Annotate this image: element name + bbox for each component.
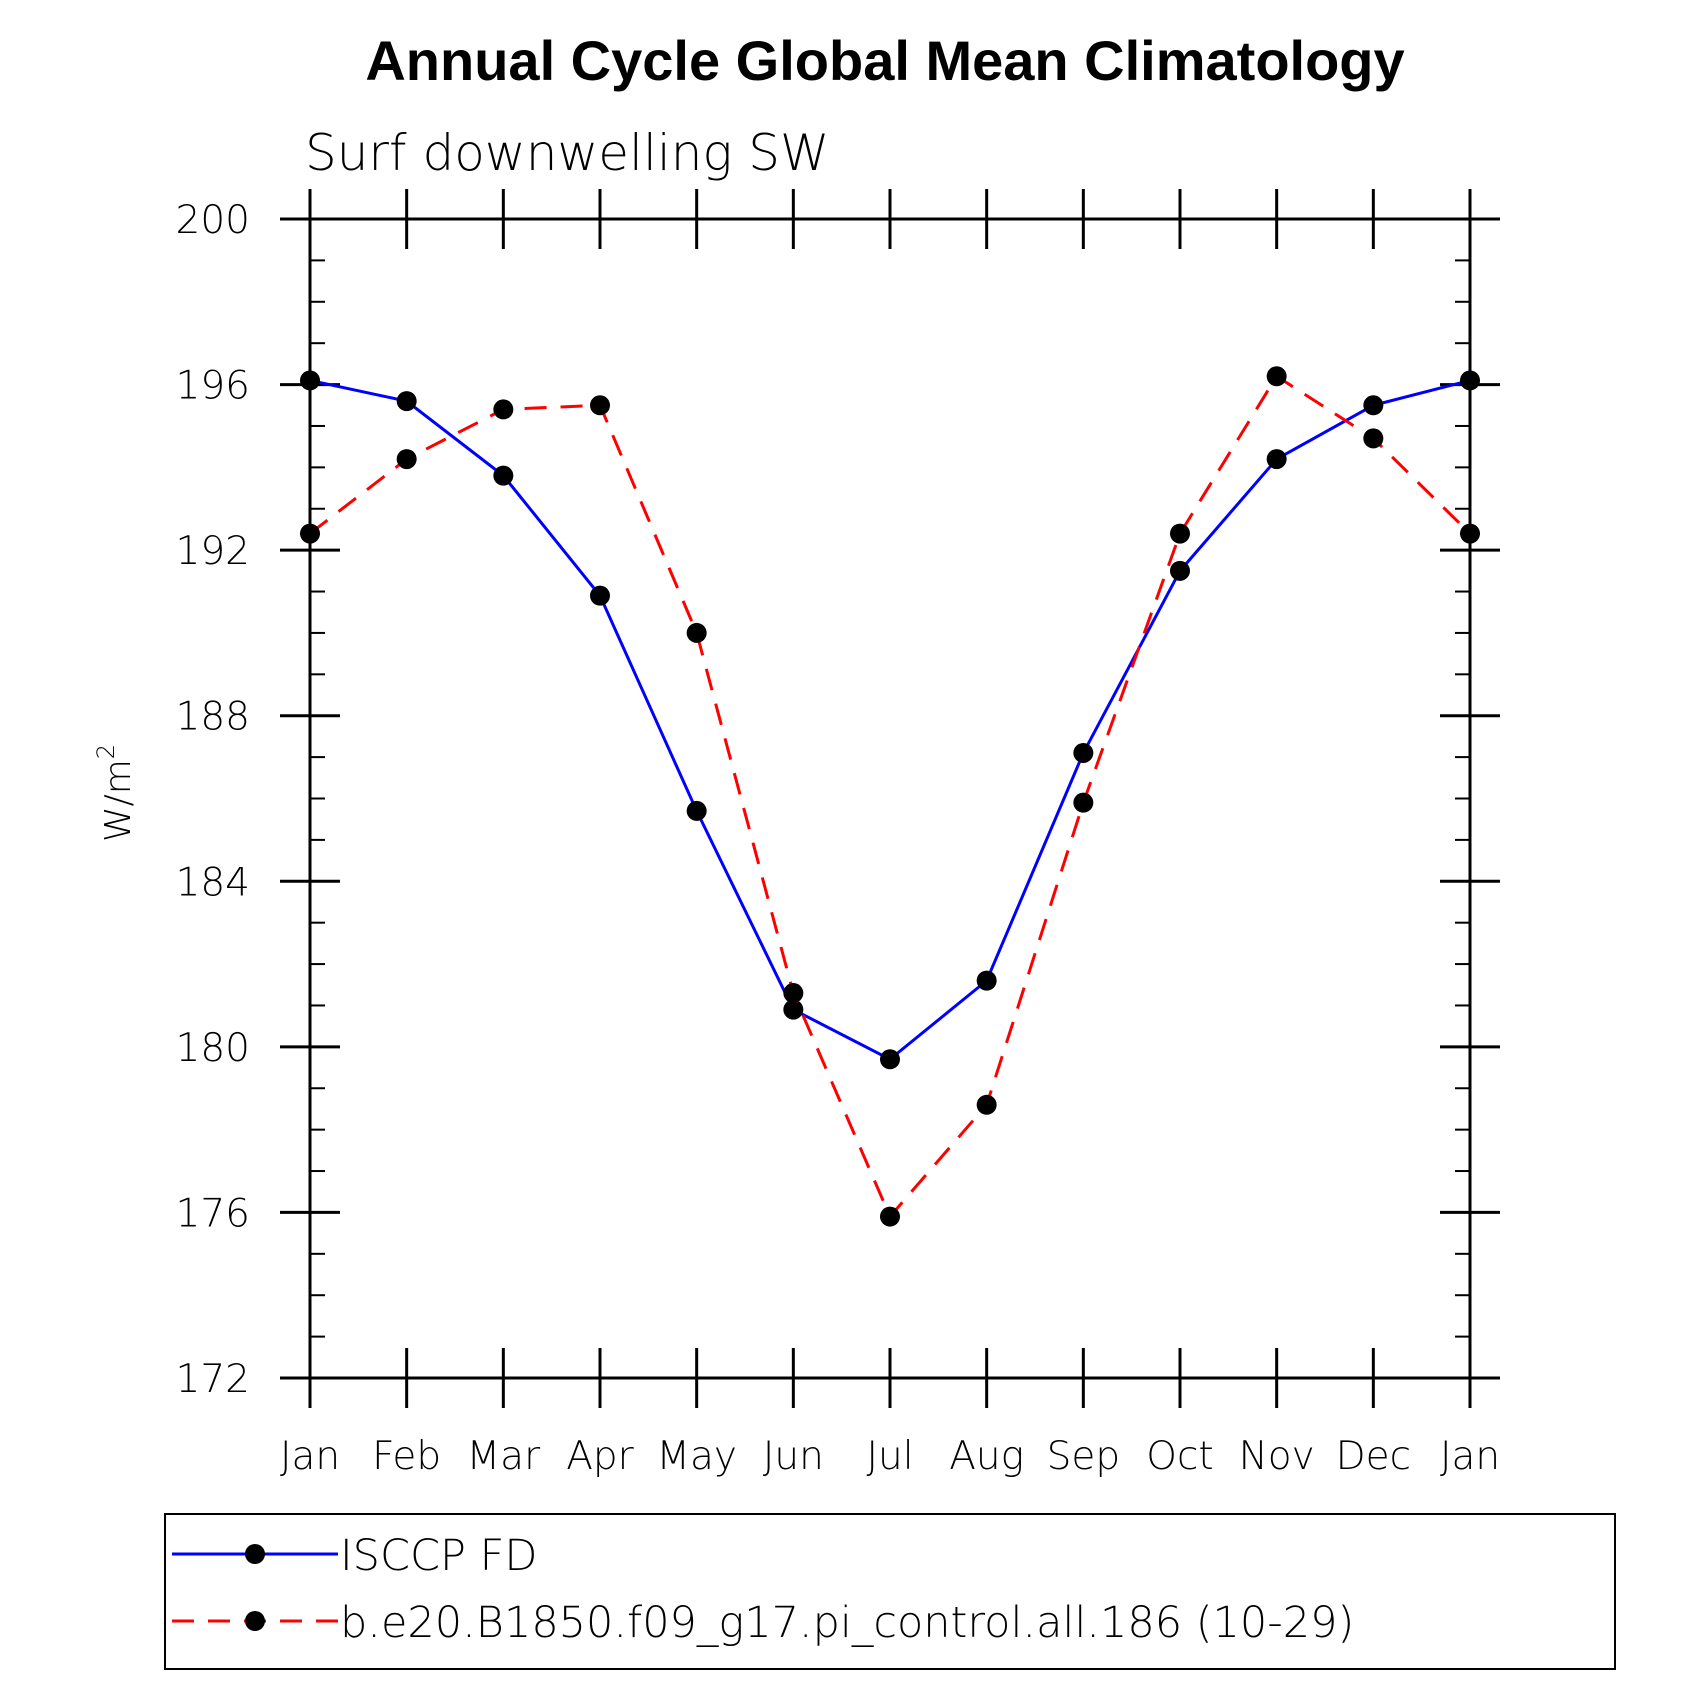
x-tick-label: Apr [566, 1434, 633, 1479]
series-line [309, 374, 1472, 1220]
legend-marker [245, 1544, 265, 1564]
legend-entry: ISCCP FD [172, 1531, 537, 1581]
series-point [396, 391, 417, 412]
series-point [1266, 366, 1287, 387]
series-point [493, 465, 514, 486]
x-tick-label: Mar [467, 1434, 541, 1479]
series-line [309, 378, 1471, 1062]
y-tick-label: 200 [176, 198, 250, 243]
y-tick-label: 180 [176, 1026, 250, 1071]
y-axis-label: W/m2 [92, 744, 139, 842]
series-point [1170, 523, 1190, 544]
series-point [1073, 742, 1094, 763]
series-point [1170, 560, 1190, 581]
y-tick-label: 188 [176, 695, 250, 740]
series-layer [300, 366, 1480, 1227]
x-tick-label: Jun [763, 1434, 824, 1479]
x-tick-label: Aug [949, 1434, 1024, 1479]
series-point [783, 999, 804, 1020]
series-point [976, 970, 997, 991]
plot-frame [308, 217, 1472, 1380]
y-tick-label: 184 [176, 860, 250, 905]
series-point [1073, 792, 1094, 813]
series-point [1363, 395, 1384, 416]
series-point [976, 1094, 997, 1115]
series-point [880, 1206, 900, 1227]
legend-entry: b.e20.B1850.f09_g17.pi_control.all.186 (… [172, 1598, 1354, 1648]
x-tick-label: May [656, 1434, 737, 1479]
y-axis-label-base: W/m [98, 759, 139, 842]
x-tick-label: Jul [866, 1434, 913, 1479]
legend-label: b.e20.B1850.f09_g17.pi_control.all.186 (… [340, 1598, 1354, 1648]
x-tick-label: Dec [1336, 1434, 1411, 1479]
series-0 [300, 370, 1480, 1070]
legend-label: ISCCP FD [340, 1531, 537, 1581]
tick-labels: 172 176 180 184 188 192 196 200 Jan Feb Mar Apr May J… [176, 198, 1501, 1479]
y-tick-label: 176 [176, 1191, 250, 1236]
chart-subtitle: Surf downwelling SW [305, 124, 830, 182]
x-tick-label: Feb [372, 1434, 441, 1479]
series-point [686, 622, 707, 643]
series-point [590, 585, 610, 606]
series-point [1266, 449, 1287, 470]
legend: ISCCP FD b.e20.B1850.f09_g17.pi_control.a… [164, 1513, 1616, 1670]
x-tick-label: Nov [1239, 1434, 1315, 1479]
legend-box [164, 1513, 1616, 1670]
series-point [396, 449, 417, 470]
y-axis-label-superscript: 2 [92, 744, 120, 759]
series-point [493, 399, 514, 420]
x-tick-label: Oct [1146, 1434, 1213, 1479]
series-1 [300, 366, 1480, 1227]
legend-entries: ISCCP FD b.e20.B1850.f09_g17.pi_control.a… [172, 1531, 1354, 1648]
y-tick-label: 192 [176, 529, 250, 574]
y-tick-label: 196 [176, 364, 250, 409]
series-point [590, 395, 610, 416]
chart-title: Annual Cycle Global Mean Climatology [365, 29, 1404, 92]
x-tick-label: Sep [1047, 1434, 1121, 1479]
x-tick-label: Jan [1440, 1434, 1500, 1479]
legend-marker [245, 1611, 265, 1631]
series-point [783, 983, 804, 1004]
x-tick-label: Jan [280, 1434, 340, 1479]
series-point [1363, 428, 1384, 449]
y-tick-label: 172 [176, 1357, 250, 1402]
series-point [686, 800, 707, 821]
series-point [880, 1049, 900, 1070]
